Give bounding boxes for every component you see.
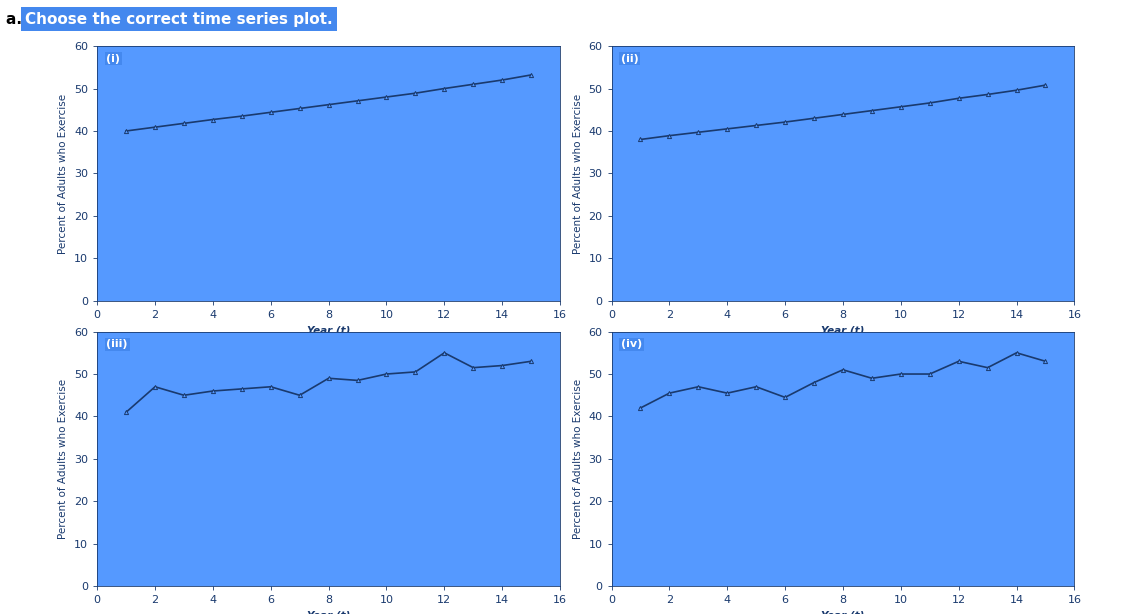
- Y-axis label: Percent of Adults who Exercise: Percent of Adults who Exercise: [58, 93, 69, 254]
- Text: (i): (i): [106, 53, 120, 64]
- Text: (iv): (iv): [621, 339, 642, 349]
- Text: Choose the correct time series plot.: Choose the correct time series plot.: [25, 12, 333, 26]
- X-axis label: Year (t): Year (t): [822, 611, 864, 614]
- Y-axis label: Percent of Adults who Exercise: Percent of Adults who Exercise: [573, 379, 583, 539]
- Y-axis label: Percent of Adults who Exercise: Percent of Adults who Exercise: [573, 93, 583, 254]
- Text: (ii): (ii): [621, 53, 639, 64]
- X-axis label: Year (t): Year (t): [307, 611, 350, 614]
- Text: a.: a.: [6, 12, 27, 26]
- X-axis label: Year (t): Year (t): [822, 325, 864, 335]
- Text: (iii): (iii): [106, 339, 128, 349]
- X-axis label: Year (t): Year (t): [307, 325, 350, 335]
- Y-axis label: Percent of Adults who Exercise: Percent of Adults who Exercise: [58, 379, 69, 539]
